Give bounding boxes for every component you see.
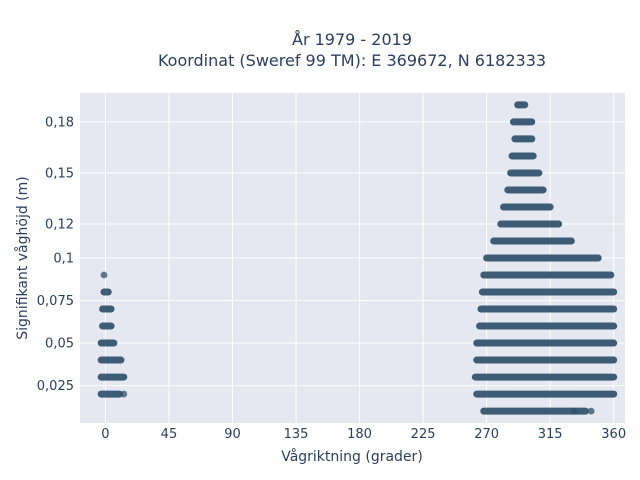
x-tick-label: 315 bbox=[538, 427, 563, 442]
y-tick-label: 0,18 bbox=[45, 115, 74, 130]
y-tick-label: 0,1 bbox=[53, 252, 74, 267]
data-point bbox=[570, 407, 578, 415]
data-point bbox=[120, 390, 128, 398]
x-tick-label: 135 bbox=[284, 427, 309, 442]
y-axis-label: Signifikant våghöjd (m) bbox=[14, 176, 31, 339]
y-tick-labels: 0,025 0,05 0,075 0,1 0,12 0,15 0,18 bbox=[37, 115, 74, 394]
x-tick-label: 90 bbox=[224, 427, 241, 442]
data-points bbox=[97, 101, 618, 415]
y-tick-label: 0,12 bbox=[45, 217, 74, 232]
x-axis-label: Vågriktning (grader) bbox=[281, 448, 423, 465]
y-tick-label: 0,15 bbox=[45, 166, 74, 181]
x-tick-label: 270 bbox=[474, 427, 499, 442]
x-tick-label: 0 bbox=[101, 427, 109, 442]
data-point bbox=[100, 271, 108, 279]
data-point bbox=[587, 407, 595, 415]
chart-title-line-1: År 1979 - 2019 bbox=[292, 30, 412, 49]
x-tick-labels: 0 45 90 135 180 225 270 315 360 bbox=[101, 427, 626, 442]
y-tick-label: 0,025 bbox=[37, 379, 74, 394]
x-tick-label: 180 bbox=[347, 427, 372, 442]
x-tick-label: 225 bbox=[411, 427, 436, 442]
y-tick-label: 0,05 bbox=[45, 337, 74, 352]
x-tick-label: 45 bbox=[161, 427, 178, 442]
x-tick-label: 360 bbox=[601, 427, 626, 442]
y-tick-label: 0,075 bbox=[37, 294, 74, 309]
chart-title-line-2: Koordinat (Sweref 99 TM): E 369672, N 61… bbox=[158, 51, 546, 70]
